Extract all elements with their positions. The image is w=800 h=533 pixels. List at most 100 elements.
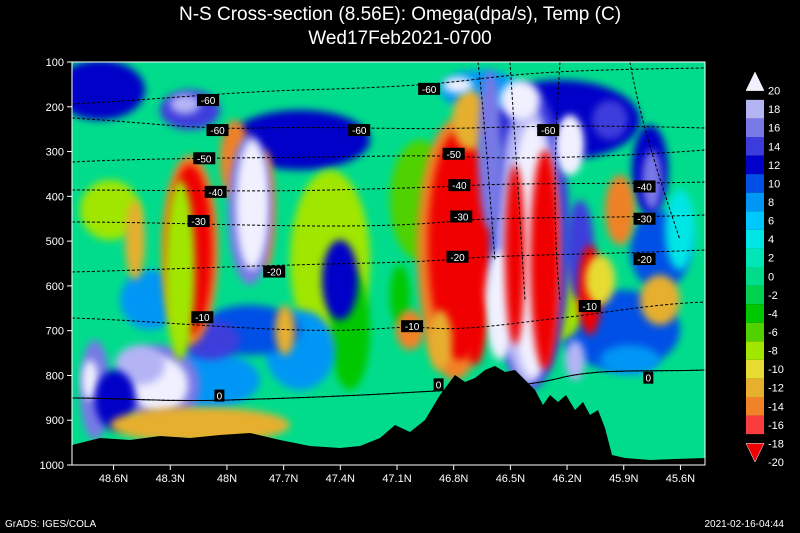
contour-label-box <box>263 265 286 278</box>
chart-subtitle: Wed17Feb2021-0700 <box>308 28 492 49</box>
colorbar-segment <box>746 341 764 360</box>
temperature-contour-line <box>629 62 681 241</box>
contour-label: -60 <box>422 85 437 96</box>
colorbar-label: 10 <box>768 178 780 190</box>
colorbar-label: 4 <box>768 234 774 246</box>
contour-label: -40 <box>208 188 223 199</box>
omega-field <box>72 62 695 443</box>
omega-region <box>322 240 358 320</box>
omega-region <box>640 275 680 325</box>
contour-label: -30 <box>191 217 206 228</box>
contour-label: -60 <box>210 126 225 137</box>
chart-title: N-S Cross-section (8.56E): Omega(dpa/s),… <box>178 4 622 25</box>
omega-region <box>72 62 145 120</box>
colorbar-segment <box>746 229 764 249</box>
contour-label: -10 <box>405 322 420 333</box>
omega-region <box>95 370 135 430</box>
contour-label-box <box>197 94 220 107</box>
omega-region <box>600 345 660 375</box>
omega-region <box>530 150 560 370</box>
colorbar-segment <box>746 118 764 137</box>
contour-label: 0 <box>436 380 442 391</box>
contour-label-box <box>348 124 371 137</box>
contour-label: -10 <box>583 302 598 313</box>
plot-frame <box>71 61 706 466</box>
contour-label-box <box>643 371 654 384</box>
omega-region <box>562 120 578 170</box>
x-tick-label: 48N <box>217 473 237 485</box>
contour-label-box <box>191 311 214 324</box>
colorbar-segment <box>746 397 764 416</box>
contour-label: 0 <box>646 374 652 385</box>
colorbar: 20181614121086420-2-4-6-8-10-12-14-16-18… <box>745 71 784 469</box>
temperature-contour-line <box>72 249 705 273</box>
colorbar-label: -4 <box>768 308 778 320</box>
colorbar-segment <box>746 304 764 323</box>
contour-label: -40 <box>637 182 652 193</box>
contour-label-box <box>578 300 601 313</box>
x-tick-label: 45.9N <box>609 473 638 485</box>
colorbar-label: 16 <box>768 123 780 135</box>
y-tick-label: 500 <box>46 236 64 248</box>
temperature-contour-line <box>72 67 705 105</box>
contour-label: 0 <box>217 392 223 403</box>
colorbar-label: -10 <box>768 364 784 376</box>
contour-label-box <box>214 389 225 402</box>
colorbar-label: 14 <box>768 141 780 153</box>
y-tick-label: 700 <box>46 326 64 338</box>
colorbar-segment <box>746 248 764 267</box>
y-tick-label: 300 <box>46 147 64 159</box>
x-tick-label: 47.4N <box>326 473 355 485</box>
contour-label: -60 <box>201 96 216 107</box>
contour-label: -50 <box>446 150 461 161</box>
omega-region <box>125 200 145 280</box>
colorbar-cap-top <box>745 71 765 91</box>
omega-region <box>165 180 195 360</box>
colorbar-label: 18 <box>768 104 780 116</box>
contour-label-box <box>442 147 465 160</box>
contour-label-box <box>633 253 656 266</box>
omega-region <box>592 100 628 140</box>
colorbar-label: 20 <box>768 86 780 98</box>
contour-label-box <box>418 82 441 95</box>
contour-label-box <box>633 212 656 225</box>
colorbar-label: 0 <box>768 271 774 283</box>
contour-label-box <box>446 250 469 263</box>
temperature-contour-line <box>72 181 705 192</box>
contour-label: -30 <box>454 212 469 223</box>
colorbar-segment <box>746 359 764 379</box>
footer-timestamp: 2021-02-16-04:44 <box>704 519 784 530</box>
colorbar-segment <box>746 137 764 156</box>
contour-label: -40 <box>452 181 467 192</box>
omega-region <box>665 190 695 270</box>
contour-label-box <box>433 378 444 391</box>
omega-region <box>390 265 410 325</box>
y-tick-label: 200 <box>46 102 64 114</box>
colorbar-label: -16 <box>768 420 784 432</box>
y-tick-label: 400 <box>46 191 64 203</box>
contour-label-box <box>448 179 471 192</box>
contour-label-box <box>537 124 560 137</box>
colorbar-label: -2 <box>768 290 778 302</box>
omega-region <box>82 360 98 400</box>
y-tick-label: 900 <box>46 415 64 427</box>
omega-region <box>585 255 615 305</box>
y-axis: 100 200 300 400 500 600 700 800 900 1000 <box>40 57 72 472</box>
colorbar-label: -14 <box>768 401 784 413</box>
colorbar-segment <box>746 322 764 342</box>
colorbar-segment <box>746 155 764 175</box>
x-tick-label: 47.7N <box>269 473 298 485</box>
colorbar-label: 2 <box>768 253 774 265</box>
y-tick-label: 100 <box>46 57 64 69</box>
contour-label: -20 <box>637 255 652 266</box>
contour-label: -30 <box>637 215 652 226</box>
x-axis: 48.6N 48.3N 48N 47.7N 47.4N 47.1N 46.8N 46.5N 46… <box>99 465 695 485</box>
contour-label-box <box>633 180 656 193</box>
colorbar-label: -12 <box>768 383 784 395</box>
colorbar-segment <box>746 267 764 286</box>
contour-label-box <box>401 320 424 333</box>
omega-region <box>605 175 635 245</box>
omega-region <box>478 70 502 230</box>
contour-label: -50 <box>197 154 212 165</box>
x-tick-label: 46.8N <box>439 473 468 485</box>
